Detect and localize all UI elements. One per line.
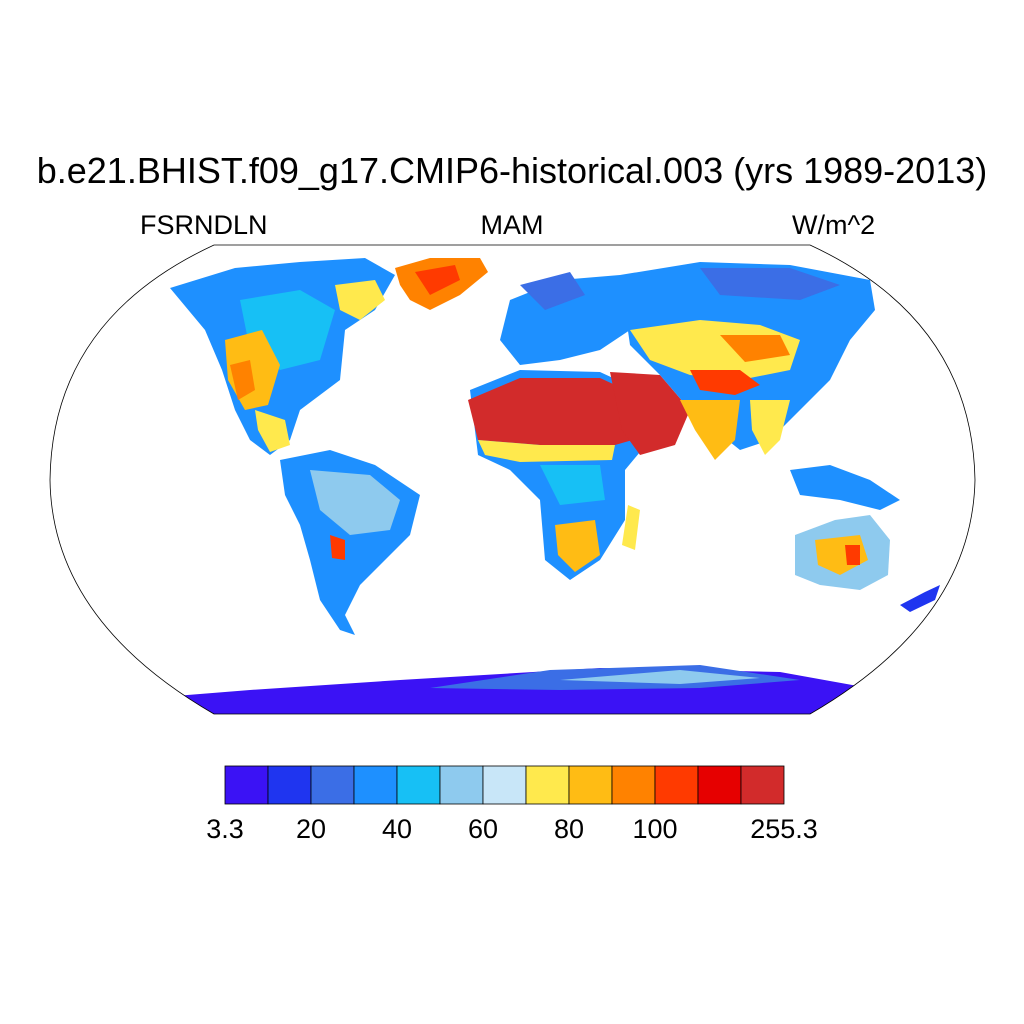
- colorbar-box: [611, 765, 656, 805]
- siberia: [700, 268, 840, 300]
- congo: [540, 465, 605, 505]
- colorbar-box: [482, 765, 527, 805]
- canada-arctic: [335, 280, 385, 320]
- colorbar-box: [740, 765, 785, 805]
- kalahari: [555, 520, 600, 572]
- colorbar-box: [525, 765, 570, 805]
- colorbar-box: [224, 765, 269, 805]
- colorbar-box: [697, 765, 742, 805]
- sahara: [468, 378, 650, 445]
- colorbar-box: [267, 765, 312, 805]
- scandinavia: [520, 272, 585, 310]
- australia-core: [845, 545, 860, 565]
- new-zealand: [900, 585, 940, 612]
- india: [680, 400, 740, 460]
- arabia: [610, 372, 690, 455]
- units-label: W/m^2: [792, 210, 876, 240]
- sahel: [478, 440, 615, 462]
- colorbar-tick-label: 20: [296, 814, 326, 844]
- amazon: [310, 470, 400, 535]
- map-boundary: [49, 244, 976, 715]
- antarctica-plateau: [560, 670, 760, 684]
- season-label: MAM: [480, 210, 544, 240]
- tibet: [690, 370, 760, 395]
- colorbar-box: [396, 765, 441, 805]
- maritime-continent: [790, 465, 900, 510]
- colorbar-box: [654, 765, 699, 805]
- colorbar-box: [568, 765, 613, 805]
- colorbar-tick-label: 3.3: [206, 814, 244, 844]
- colorbar-labels: 3.3 20 40 60 80 100 255.3: [206, 814, 818, 844]
- mongolia: [720, 335, 790, 362]
- altiplano: [330, 535, 345, 560]
- greenland-core: [415, 265, 460, 295]
- plot-title: b.e21.BHIST.f09_g17.CMIP6-historical.003…: [36, 150, 988, 191]
- colorbar-tick-label: 40: [382, 814, 412, 844]
- colorbar-box: [310, 765, 355, 805]
- colorbar-box: [439, 765, 484, 805]
- colorbar-box: [353, 765, 398, 805]
- us-desert-core: [230, 360, 255, 400]
- colorbar-tick-label: 60: [468, 814, 498, 844]
- madagascar: [622, 505, 640, 550]
- land-fields: [150, 258, 940, 714]
- mexico-coast: [255, 410, 290, 452]
- colorbar-tick-label: 80: [554, 814, 584, 844]
- colorbar-tick-label: 100: [632, 814, 677, 844]
- colorbar-tick-label: 255.3: [750, 814, 818, 844]
- colorbar-boxes: [224, 765, 785, 805]
- southeast-asia: [750, 400, 790, 455]
- variable-label: FSRNDLN: [140, 210, 268, 240]
